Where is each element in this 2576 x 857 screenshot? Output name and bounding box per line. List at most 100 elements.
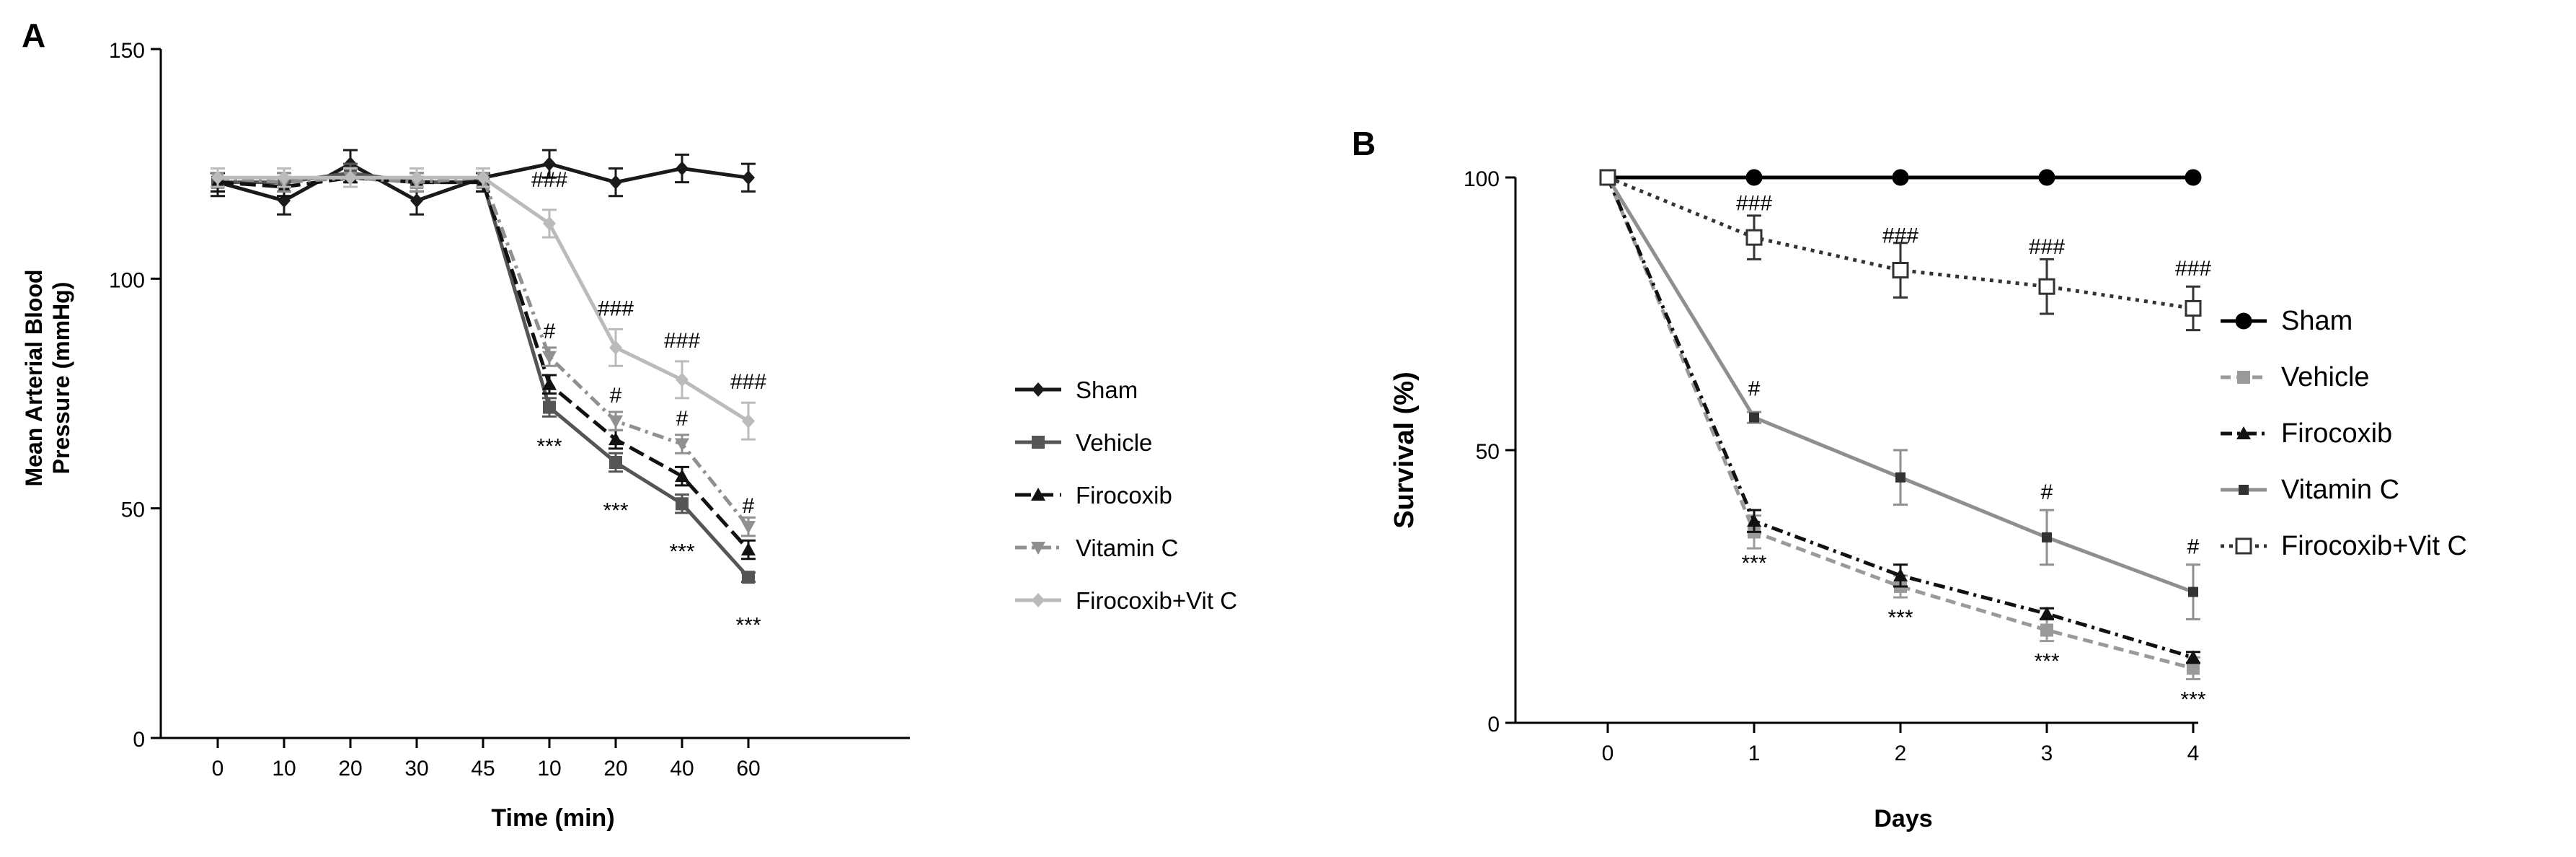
data-point bbox=[211, 170, 224, 185]
data-point bbox=[676, 161, 689, 176]
data-point bbox=[543, 400, 556, 414]
legend-marker bbox=[2237, 371, 2250, 384]
y-axis-title: Mean Arterial Blood bbox=[21, 269, 47, 486]
data-point bbox=[2186, 650, 2200, 664]
x-tick-label: 20 bbox=[338, 757, 362, 781]
legend-entry: Firocoxib bbox=[2221, 418, 2392, 449]
legend-label: Vitamin C bbox=[1076, 535, 1178, 561]
data-point bbox=[609, 340, 622, 355]
data-point bbox=[675, 438, 689, 452]
panel-label: A bbox=[22, 17, 45, 54]
legend-label: Vehicle bbox=[1076, 429, 1152, 456]
significance-annotation: ### bbox=[730, 370, 766, 394]
panel-a-chart: A 0 50 100 150 0 10 20 30 45 10 20 40 60 Time (min) Mea… bbox=[21, 17, 1237, 832]
data-point bbox=[543, 157, 556, 172]
data-point bbox=[2040, 623, 2053, 637]
series-line bbox=[217, 175, 750, 551]
data-point bbox=[742, 413, 755, 428]
legend-entry: Vitamin C bbox=[2221, 475, 2399, 505]
legend-marker bbox=[1032, 436, 1045, 449]
legend-label: Sham bbox=[1076, 377, 1138, 403]
legend-entry: Firocoxib+Vit C bbox=[1015, 587, 1237, 614]
legend-entry: Firocoxib bbox=[1015, 482, 1172, 509]
data-point bbox=[2038, 169, 2055, 186]
significance-annotation: *** bbox=[669, 540, 694, 564]
series-line bbox=[217, 175, 750, 528]
x-tick-label: 20 bbox=[603, 757, 627, 781]
significance-annotation: *** bbox=[1887, 606, 1913, 630]
significance-annotation: # bbox=[743, 494, 755, 518]
data-point bbox=[609, 456, 622, 469]
legend-label: Firocoxib+Vit C bbox=[1076, 587, 1237, 614]
x-tick-label: 0 bbox=[212, 757, 224, 781]
x-tick-label: 10 bbox=[272, 757, 296, 781]
significance-annotation: *** bbox=[1741, 551, 1766, 575]
significance-annotation: ### bbox=[531, 168, 567, 192]
legend-marker bbox=[1032, 593, 1045, 607]
data-point bbox=[676, 497, 689, 511]
data-point bbox=[741, 542, 756, 555]
significance-annotation: # bbox=[2187, 535, 2200, 559]
data-point bbox=[1747, 514, 1761, 527]
legend-entry: Firocoxib+Vit C bbox=[2221, 531, 2467, 561]
data-point bbox=[542, 351, 557, 364]
significance-annotation: # bbox=[544, 320, 556, 343]
legend-entry: Vitamin C bbox=[1015, 535, 1178, 561]
data-point bbox=[344, 170, 357, 185]
legend-marker bbox=[1031, 542, 1045, 555]
data-point bbox=[410, 170, 423, 185]
legend-label: Vehicle bbox=[2281, 362, 2370, 392]
significance-annotation: ### bbox=[2175, 257, 2211, 281]
series-line bbox=[1607, 175, 2194, 310]
y-tick-label: 150 bbox=[109, 39, 145, 63]
data-point bbox=[609, 175, 622, 190]
significance-annotation: # bbox=[610, 384, 622, 408]
data-point bbox=[2187, 662, 2200, 675]
series-line bbox=[218, 175, 750, 423]
x-axis-title: Days bbox=[1874, 805, 1932, 832]
significance-annotation: # bbox=[2041, 480, 2053, 504]
legend-label: Firocoxib bbox=[2281, 418, 2392, 449]
legend-label: Sham bbox=[2281, 306, 2353, 336]
x-tick-label: 1 bbox=[1748, 742, 1761, 765]
data-point bbox=[741, 521, 756, 535]
x-tick-label: 45 bbox=[471, 757, 495, 781]
significance-annotation: *** bbox=[2034, 649, 2059, 673]
legend-entry: Vehicle bbox=[2221, 362, 2370, 392]
data-point bbox=[542, 377, 557, 390]
data-point bbox=[2185, 169, 2202, 186]
x-tick-label: 0 bbox=[1602, 742, 1614, 765]
x-tick-label: 3 bbox=[2041, 742, 2053, 765]
x-tick-label: 30 bbox=[404, 757, 428, 781]
x-tick-label: 40 bbox=[670, 757, 694, 781]
data-point bbox=[742, 571, 755, 584]
legend-label: Firocoxib bbox=[1076, 482, 1172, 509]
series-line bbox=[1606, 177, 2194, 659]
data-point bbox=[1895, 472, 1906, 483]
significance-annotation: ### bbox=[1736, 191, 1772, 215]
data-point bbox=[676, 372, 689, 387]
x-tick-label: 60 bbox=[736, 757, 760, 781]
data-point bbox=[2040, 606, 2054, 620]
y-axis-title: Pressure (mmHg) bbox=[48, 282, 74, 475]
legend-entry: Sham bbox=[2221, 306, 2353, 336]
data-point bbox=[608, 432, 623, 446]
data-point bbox=[608, 415, 623, 428]
data-point bbox=[742, 170, 755, 185]
data-point bbox=[410, 193, 423, 208]
legend-label: Vitamin C bbox=[2281, 475, 2399, 505]
series-firocoxib-vit-c bbox=[1599, 169, 2202, 332]
x-tick-label: 10 bbox=[537, 757, 561, 781]
data-point bbox=[1745, 169, 1763, 186]
data-point bbox=[2038, 278, 2055, 295]
y-tick-label: 0 bbox=[1487, 713, 1500, 737]
data-point bbox=[1599, 169, 1616, 186]
data-point bbox=[543, 216, 556, 231]
significance-annotation: ### bbox=[598, 296, 634, 320]
data-point bbox=[477, 170, 490, 185]
legend-label: Firocoxib+Vit C bbox=[2281, 531, 2467, 561]
data-point bbox=[1749, 412, 1759, 423]
